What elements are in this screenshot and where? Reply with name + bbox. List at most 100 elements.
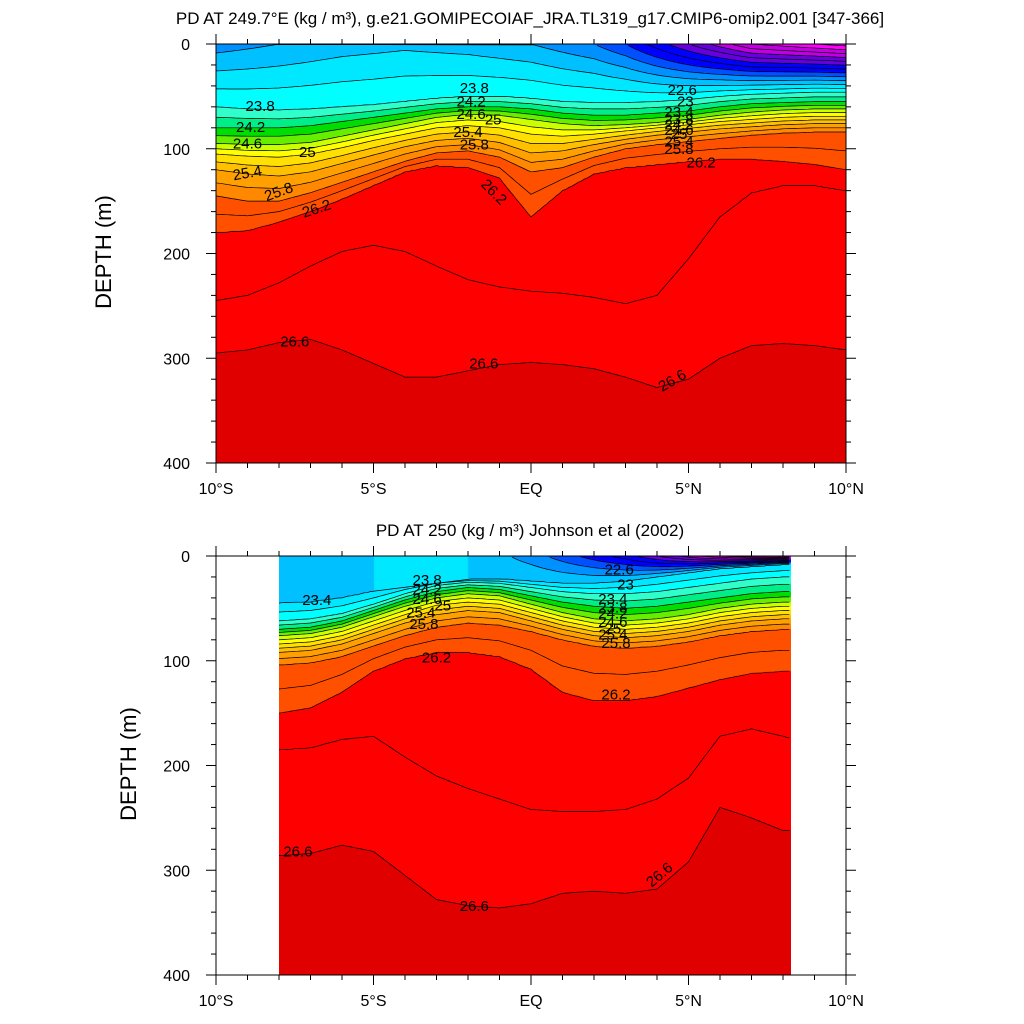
contour-label: 25.4	[232, 162, 264, 184]
contour-label: 24.2	[598, 606, 627, 623]
contour-line	[215, 50, 847, 87]
contour-line	[216, 158, 847, 233]
y-tick-label: 300	[163, 863, 190, 880]
contour-label: 23.4	[302, 592, 331, 609]
contour-line	[278, 593, 790, 636]
contour-label: 26.2	[601, 686, 630, 703]
contour-line	[278, 652, 790, 714]
contour-line	[628, 45, 847, 74]
contour-line	[278, 610, 790, 653]
x-tick-label: EQ	[519, 481, 542, 498]
contour-line	[215, 131, 846, 202]
contour-line	[278, 587, 790, 630]
contour-line	[278, 564, 790, 604]
contour-line	[678, 555, 790, 560]
contour-label: 25.4	[664, 133, 693, 150]
contour-line	[278, 590, 790, 633]
contour-label: 25	[605, 620, 622, 637]
bottom-panel-observations: PD AT 250 (kg / m³) Johnson et al (2002)…	[116, 521, 864, 1010]
contour-line	[638, 556, 790, 563]
x-tick-label: EQ	[519, 993, 542, 1010]
contour-label: 25.8	[601, 635, 630, 652]
contour-line	[278, 570, 790, 613]
y-tick-label: 0	[181, 549, 190, 566]
contour-line	[215, 115, 846, 158]
contour-label: 25	[434, 597, 451, 614]
contour-line	[278, 601, 790, 645]
x-tick-label: 10°S	[199, 993, 234, 1010]
contour-line	[278, 616, 790, 660]
contour-label: 26.6	[469, 355, 498, 372]
top-y-axis-label: DEPTH (m)	[91, 195, 116, 309]
top-panel-model: PD AT 249.7°E (kg / m³), g.e21.GOMIPECOI…	[91, 9, 884, 498]
contour-line	[215, 112, 846, 152]
contour-lines	[215, 43, 847, 388]
contour-label: 24.2	[456, 94, 485, 111]
contour-label: 25.4	[598, 627, 627, 644]
contour-line	[549, 556, 790, 571]
contour-labels: 23.423.824.224.62525.425.826.222.62323.4…	[283, 562, 676, 915]
contour-label: 23	[617, 576, 634, 593]
contour-line	[691, 44, 847, 62]
contour-line	[612, 556, 790, 565]
contour-line	[216, 101, 846, 129]
contour-label: 22.6	[605, 562, 634, 579]
x-tick-label: 5°N	[675, 993, 702, 1010]
y-tick-label: 400	[163, 968, 190, 985]
contour-line	[732, 44, 847, 54]
contour-line	[278, 597, 790, 641]
y-tick-label: 100	[163, 654, 190, 671]
contour-line	[215, 123, 846, 177]
contour-line	[278, 605, 790, 649]
bottom-plot-area: 23.423.824.224.62525.425.826.222.62323.4…	[163, 546, 864, 1010]
contour-label: 26.6	[460, 898, 489, 915]
contour-label: 25.8	[664, 141, 693, 158]
contour-label: 25	[671, 126, 688, 143]
top-panel-title: PD AT 249.7°E (kg / m³), g.e21.GOMIPECOI…	[176, 9, 884, 28]
contour-line	[511, 556, 790, 576]
bottom-panel-title: PD AT 250 (kg / m³) Johnson et al (2002)	[376, 521, 684, 540]
y-tick-label: 200	[163, 247, 190, 264]
contour-line	[278, 806, 790, 909]
bottom-y-axis-label: DEPTH (m)	[116, 707, 141, 821]
ticks	[206, 546, 856, 985]
contour-line	[215, 185, 847, 305]
x-tick-label: 5°S	[361, 993, 387, 1010]
contour-line	[215, 91, 846, 111]
contour-label: 25	[485, 111, 502, 128]
contour-label: 23.8	[598, 599, 627, 616]
contour-label: 26.6	[283, 843, 312, 860]
contour-line	[660, 556, 790, 561]
density-field	[216, 44, 846, 463]
contour-label: 23.8	[412, 572, 441, 589]
contour-line	[278, 583, 790, 626]
contour-label: 23.4	[664, 104, 693, 121]
contour-line	[215, 108, 846, 145]
y-tick-label: 200	[163, 759, 190, 776]
contour-label: 23.4	[598, 591, 627, 608]
contour-line	[215, 127, 846, 189]
contour-line	[701, 555, 790, 559]
contour-line	[710, 43, 847, 58]
contour-line	[596, 45, 847, 78]
contour-label: 26.2	[422, 650, 451, 667]
contour-line	[215, 96, 846, 120]
contour-line	[215, 146, 847, 217]
x-tick-label: 5°S	[361, 481, 387, 498]
contour-line	[278, 637, 790, 690]
contour-label: 24.2	[412, 582, 441, 599]
contour-label: 24.2	[236, 119, 265, 136]
contour-label: 24.6	[233, 136, 262, 153]
x-tick-label: 5°N	[675, 481, 702, 498]
contour-label: 25.4	[453, 124, 482, 141]
contour-line	[754, 43, 847, 51]
contour-line	[216, 104, 846, 137]
contour-line	[215, 339, 847, 388]
x-tick-label: 10°S	[199, 481, 234, 498]
contour-label: 25.4	[406, 605, 435, 622]
y-tick-label: 100	[163, 142, 190, 159]
contour-line	[278, 576, 790, 622]
contour-label: 25.8	[409, 616, 438, 633]
